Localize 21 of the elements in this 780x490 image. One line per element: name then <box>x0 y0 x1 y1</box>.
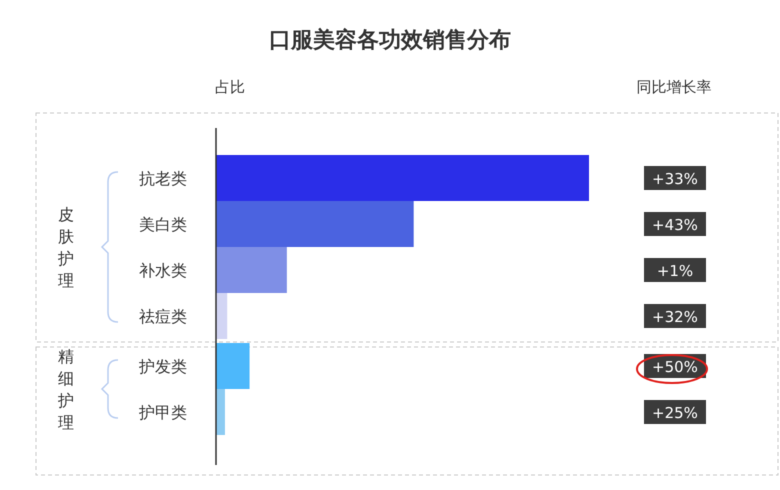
text: +1% <box>656 262 694 280</box>
x-axis-title: 占比 <box>215 78 245 96</box>
y-tick-label: 补水类 <box>139 261 187 280</box>
y-tick-label: 抗老类 <box>139 169 187 188</box>
y-tick-label: 护甲类 <box>138 403 187 422</box>
text: +25% <box>652 404 698 422</box>
text: +50% <box>652 358 698 376</box>
text: 精细护理 <box>57 347 74 432</box>
text: +32% <box>652 308 698 326</box>
text: 同比增长率 <box>636 78 712 96</box>
bar <box>216 343 250 389</box>
text: 皮肤护理 <box>57 205 74 290</box>
y-tick-label: 美白类 <box>139 215 187 234</box>
bar <box>216 247 287 293</box>
text: +43% <box>652 216 698 234</box>
bar <box>216 201 414 247</box>
bar <box>216 155 589 201</box>
text: +33% <box>652 170 698 188</box>
y-tick-label: 护发类 <box>138 357 187 376</box>
chart-title: 口服美容各功效销售分布 <box>269 27 511 53</box>
y-tick-label: 祛痘类 <box>139 307 187 326</box>
